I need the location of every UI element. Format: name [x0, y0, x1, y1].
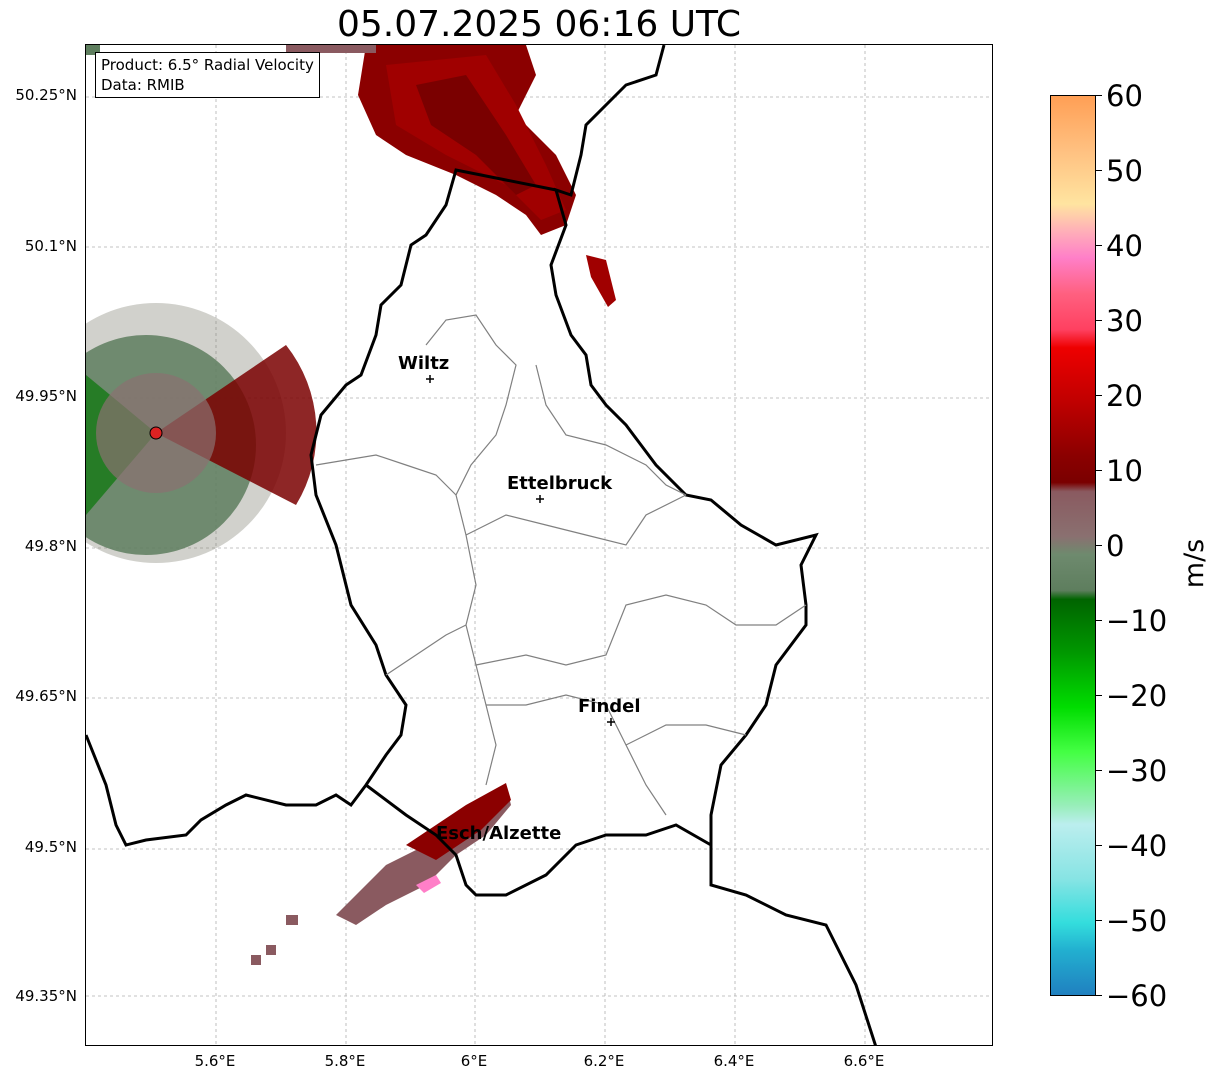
- colorbar-label: 10: [1106, 454, 1143, 488]
- colorbar-label: 20: [1106, 379, 1143, 413]
- lat-label: 49.35°N: [15, 987, 77, 1005]
- colorbar-tick: [1096, 245, 1102, 246]
- colorbar-tick: [1096, 395, 1102, 396]
- colorbar-label: 50: [1106, 154, 1143, 188]
- city-label-findel: Findel: [578, 696, 641, 717]
- colorbar-label: 40: [1106, 229, 1143, 263]
- colorbar-tick: [1096, 170, 1102, 171]
- lon-label: 6.6°E: [843, 1052, 885, 1070]
- lat-label: 50.1°N: [24, 237, 77, 255]
- colorbar-tick: [1096, 845, 1102, 846]
- lon-label: 5.8°E: [324, 1052, 366, 1070]
- colorbar-label: 0: [1106, 529, 1125, 563]
- lon-label: 6°E: [460, 1052, 488, 1070]
- colorbar-tick: [1096, 95, 1102, 96]
- city-label-ettelbruck: Ettelbruck: [507, 473, 613, 494]
- colorbar-tick: [1096, 620, 1102, 621]
- city-label-esch: Esch/Alzette: [436, 823, 561, 844]
- colorbar-tick: [1096, 470, 1102, 471]
- map-canvas: Wiltz Ettelbruck Findel Esch/Alzette: [86, 45, 992, 1045]
- colorbar-label: −60: [1106, 979, 1168, 1013]
- lat-label: 50.25°N: [15, 86, 77, 104]
- lon-label: 5.6°E: [194, 1052, 236, 1070]
- colorbar-label: −30: [1106, 754, 1168, 788]
- colorbar-tick: [1096, 695, 1102, 696]
- info-box: Product: 6.5° Radial Velocity Data: RMIB: [95, 52, 320, 98]
- canton-boundaries: [315, 314, 807, 816]
- radar-map[interactable]: Wiltz Ettelbruck Findel Esch/Alzette Pro…: [85, 44, 993, 1046]
- colorbar-label: −50: [1106, 904, 1168, 938]
- radar-site-marker: [149, 426, 163, 440]
- city-label-wiltz: Wiltz: [398, 353, 449, 374]
- lat-label: 49.5°N: [24, 838, 77, 856]
- echo-north-storm: [86, 45, 616, 307]
- colorbar-label: 30: [1106, 304, 1143, 338]
- echo-south-storm: [251, 783, 511, 965]
- colorbar-label: −10: [1106, 604, 1168, 638]
- lat-label: 49.8°N: [24, 537, 77, 555]
- colorbar-tick: [1096, 920, 1102, 921]
- colorbar-tick: [1096, 770, 1102, 771]
- colorbar-label: −20: [1106, 679, 1168, 713]
- product-text: Product: 6.5° Radial Velocity: [101, 56, 314, 74]
- lon-label: 6.2°E: [583, 1052, 625, 1070]
- colorbar-label: 60: [1106, 79, 1143, 113]
- colorbar: [1050, 95, 1096, 996]
- lat-label: 49.95°N: [15, 387, 77, 405]
- map-title: 05.07.2025 06:16 UTC: [336, 4, 742, 45]
- lat-label: 49.65°N: [15, 687, 77, 705]
- data-source-text: Data: RMIB: [101, 76, 185, 94]
- colorbar-unit: m/s: [1179, 538, 1207, 589]
- colorbar-label: −40: [1106, 829, 1168, 863]
- city-markers: [426, 375, 615, 726]
- country-border: [549, 45, 877, 1045]
- colorbar-tick: [1096, 995, 1102, 996]
- colorbar-tick: [1096, 545, 1102, 546]
- colorbar-tick: [1096, 320, 1102, 321]
- lon-label: 6.4°E: [713, 1052, 755, 1070]
- country-border-south: [365, 783, 712, 897]
- echo-radar-clutter: [86, 303, 317, 563]
